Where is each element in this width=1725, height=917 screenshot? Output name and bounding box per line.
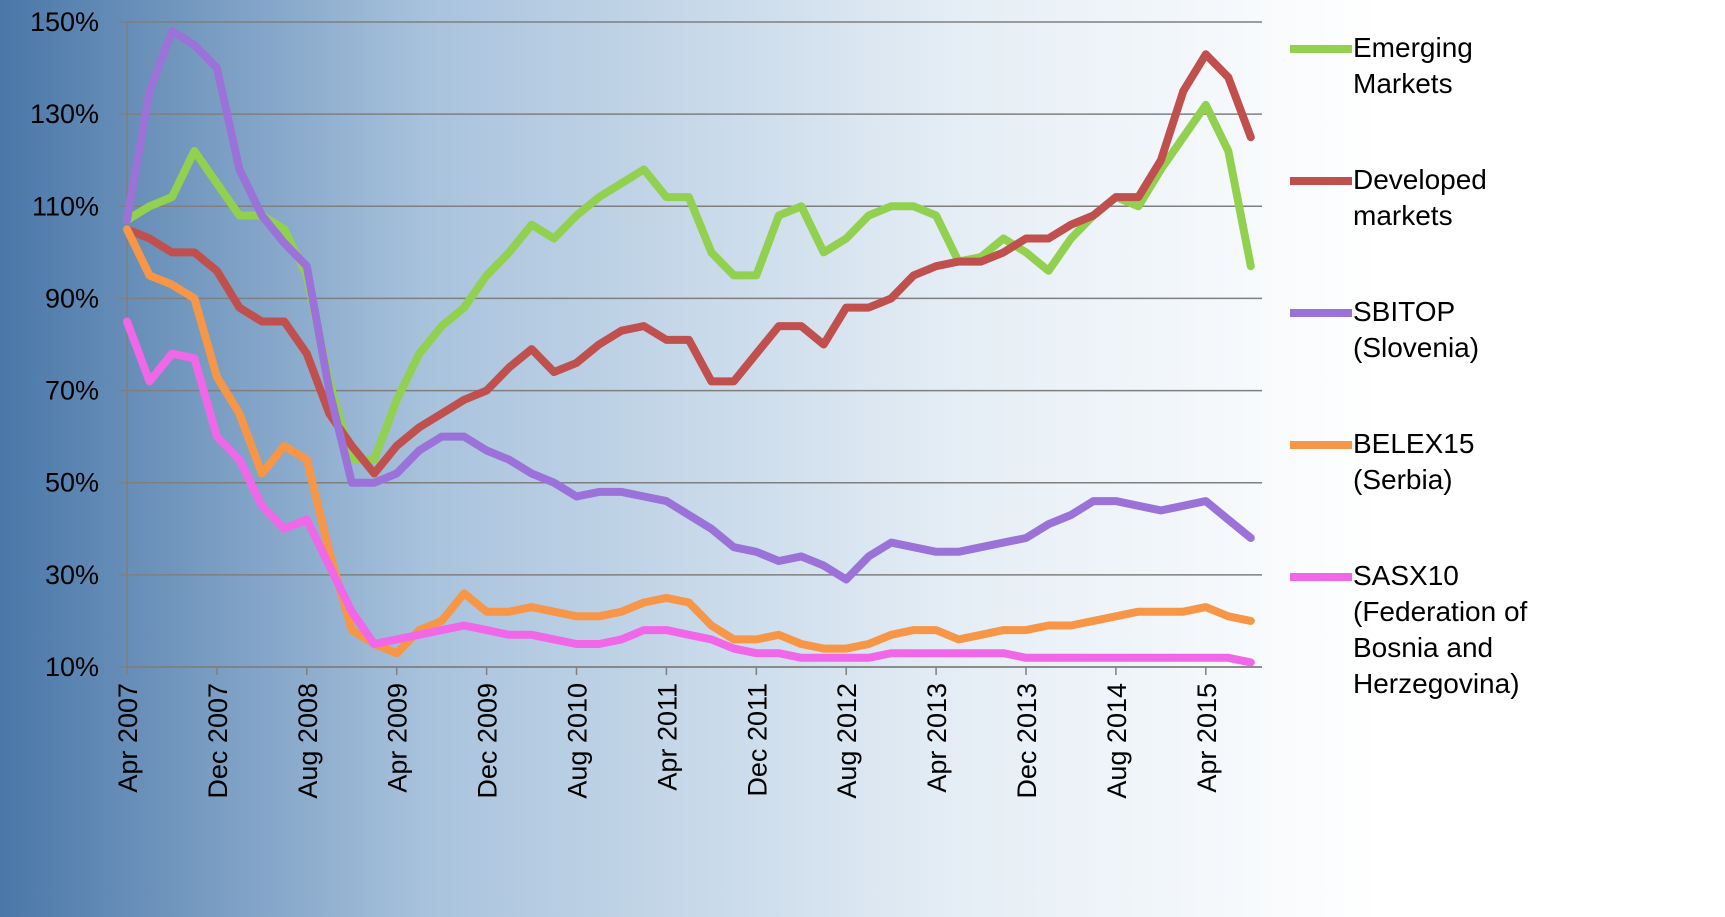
legend-swatch [1290, 441, 1352, 449]
series-line [123, 317, 1255, 667]
x-tick-label: Dec 2007 [203, 683, 233, 799]
legend-entry: SASX10 (Federation of Bosnia and Herzego… [1290, 558, 1720, 699]
x-tick-label: Dec 2009 [473, 683, 503, 799]
legend-entry: SBITOP (Slovenia) [1290, 294, 1720, 426]
series-line [123, 225, 1255, 658]
legend-label: Emerging Markets [1353, 32, 1473, 99]
legend-swatch [1290, 309, 1352, 317]
legend-entry: Developed markets [1290, 162, 1720, 294]
legend-label: SBITOP (Slovenia) [1353, 296, 1480, 363]
x-tick-label: Dec 2011 [742, 683, 772, 797]
x-tick-label: Dec 2013 [1012, 683, 1042, 799]
legend-entry: Emerging Markets [1290, 30, 1720, 162]
x-tick-label: Apr 2013 [922, 683, 952, 793]
legend: Emerging Markets Developed markets SBITOP … [1290, 30, 1720, 699]
y-tick-label: 70% [45, 376, 99, 406]
x-tick-label: Aug 2012 [832, 683, 862, 799]
legend-label: SASX10 (Federation of Bosnia and Herzego… [1353, 560, 1528, 699]
series-line [123, 27, 1255, 584]
series-line [123, 100, 1255, 464]
x-tick-label: Apr 2007 [113, 683, 143, 793]
x-tick-label: Aug 2008 [293, 683, 323, 799]
y-tick-label: 150% [30, 7, 99, 37]
x-tick-label: Aug 2014 [1102, 683, 1132, 799]
x-tick-label: Apr 2011 [652, 683, 682, 791]
legend-swatch [1290, 45, 1352, 53]
x-tick-label: Aug 2010 [563, 683, 593, 799]
y-tick-label: 50% [45, 468, 99, 498]
series-line [123, 50, 1255, 478]
x-tick-label: Apr 2009 [383, 683, 413, 793]
legend-entry: BELEX15 (Serbia) [1290, 426, 1720, 558]
legend-label: BELEX15 (Serbia) [1353, 428, 1475, 495]
y-tick-label: 110% [32, 191, 99, 221]
y-tick-label: 90% [45, 283, 99, 313]
legend-label: Developed markets [1353, 164, 1487, 231]
x-tick-label: Apr 2015 [1192, 683, 1222, 793]
y-tick-label: 10% [45, 652, 99, 682]
legend-swatch [1290, 177, 1352, 185]
legend-swatch [1290, 573, 1352, 581]
y-tick-label: 130% [30, 99, 99, 129]
y-tick-label: 30% [45, 560, 99, 590]
